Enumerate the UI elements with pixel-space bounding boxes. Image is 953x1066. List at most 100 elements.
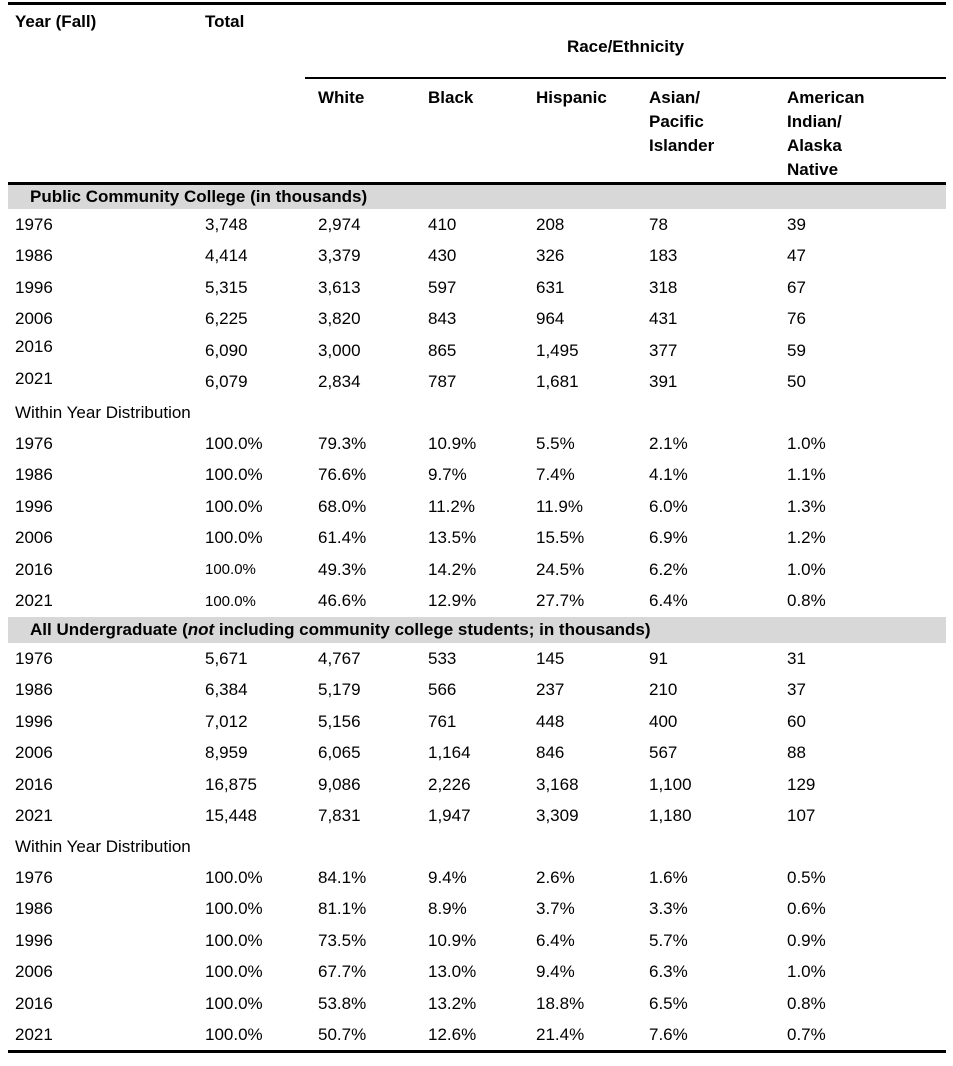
col-header-race-ethnicity-group: Race/Ethnicity <box>305 3 947 79</box>
value-cell: 8,959 <box>205 743 248 763</box>
count-row: 2016 6,090 3,000 865 1,495 377 59 <box>8 335 946 367</box>
count-row: 1986 4,414 3,379 430 326 183 47 <box>8 241 946 273</box>
value-cell: 1.0% <box>787 962 826 982</box>
value-cell: 14.2% <box>428 559 477 579</box>
year-cell: 2016 <box>15 559 53 579</box>
value-cell: 391 <box>649 372 678 392</box>
value-cell: 15.5% <box>536 528 585 548</box>
section-title-italic: not <box>187 620 215 639</box>
year-cell: 2016 <box>15 993 53 1013</box>
value-cell: 318 <box>649 277 678 297</box>
value-cell: 1.2% <box>787 528 826 548</box>
value-cell: 61.4% <box>318 528 367 548</box>
value-cell: 4,767 <box>318 648 361 668</box>
col-header-year: Year (Fall) <box>15 12 97 31</box>
value-cell: 24.5% <box>536 559 585 579</box>
distribution-row: 2016 100.0% 53.8% 13.2% 18.8% 6.5% 0.8% <box>8 988 946 1020</box>
value-cell: 8.9% <box>428 899 467 919</box>
value-cell: 3,748 <box>205 214 248 234</box>
value-cell: 6.5% <box>649 993 688 1013</box>
value-cell: 13.2% <box>428 993 477 1013</box>
value-cell: 76 <box>787 309 806 329</box>
value-cell: 50.7% <box>318 1024 367 1044</box>
count-row: 1976 5,671 4,767 533 145 91 31 <box>8 643 946 675</box>
value-cell: 5.5% <box>536 433 575 453</box>
value-cell: 3,000 <box>318 340 361 360</box>
value-cell: 1.1% <box>787 465 826 485</box>
value-cell: 1.0% <box>787 559 826 579</box>
col-header-hispanic: Hispanic <box>536 87 607 107</box>
value-cell: 129 <box>787 774 816 794</box>
value-cell: 210 <box>649 680 678 700</box>
distribution-row: 2016 100.0% 49.3% 14.2% 24.5% 6.2% 1.0% <box>8 554 946 586</box>
value-cell: 49.3% <box>318 559 367 579</box>
year-cell: 1976 <box>15 648 53 668</box>
value-cell: 448 <box>536 711 565 731</box>
value-cell: 107 <box>787 806 816 826</box>
count-row: 1996 5,315 3,613 597 631 318 67 <box>8 272 946 304</box>
year-cell: 2006 <box>15 962 53 982</box>
value-cell: 9.4% <box>428 867 467 887</box>
value-cell: 7.6% <box>649 1024 688 1044</box>
value-cell: 9.7% <box>428 465 467 485</box>
value-cell: 0.9% <box>787 930 826 950</box>
value-cell: 4,414 <box>205 246 248 266</box>
value-cell: 5,315 <box>205 277 248 297</box>
value-cell: 21.4% <box>536 1024 585 1044</box>
distribution-row: 1996 100.0% 68.0% 11.2% 11.9% 6.0% 1.3% <box>8 491 946 523</box>
value-cell: 964 <box>536 309 565 329</box>
value-cell: 53.8% <box>318 993 367 1013</box>
value-cell: 6.4% <box>536 930 575 950</box>
value-cell: 410 <box>428 214 457 234</box>
value-cell: 6,079 <box>205 372 248 392</box>
value-cell: 6,225 <box>205 309 248 329</box>
value-cell: 13.5% <box>428 528 477 548</box>
value-cell: 533 <box>428 648 457 668</box>
value-cell: 1,681 <box>536 372 579 392</box>
distribution-row: 1986 100.0% 76.6% 9.7% 7.4% 4.1% 1.1% <box>8 460 946 492</box>
value-cell: 4.1% <box>649 465 688 485</box>
value-cell: 631 <box>536 277 565 297</box>
value-cell: 0.6% <box>787 899 826 919</box>
distribution-row: 1986 100.0% 81.1% 8.9% 3.7% 3.3% 0.6% <box>8 894 946 926</box>
distribution-row: 2021 100.0% 50.7% 12.6% 21.4% 7.6% 0.7% <box>8 1020 946 1052</box>
distribution-label-row: Within Year Distribution <box>8 398 946 428</box>
value-cell: 100.0% <box>205 962 263 982</box>
value-cell: 843 <box>428 309 457 329</box>
value-cell: 431 <box>649 309 678 329</box>
value-cell: 100.0% <box>205 496 263 516</box>
value-cell: 3,309 <box>536 806 579 826</box>
year-cell: 1996 <box>15 277 53 297</box>
value-cell: 0.5% <box>787 867 826 887</box>
value-cell: 7,012 <box>205 711 248 731</box>
count-row: 2016 16,875 9,086 2,226 3,168 1,100 129 <box>8 769 946 801</box>
value-cell: 67 <box>787 277 806 297</box>
year-cell: 1986 <box>15 246 53 266</box>
value-cell: 100.0% <box>205 465 263 485</box>
value-cell: 100.0% <box>205 867 263 887</box>
value-cell: 81.1% <box>318 899 367 919</box>
value-cell: 31 <box>787 648 806 668</box>
count-row: 1986 6,384 5,179 566 237 210 37 <box>8 675 946 707</box>
section-title: Public Community College (in thousands) <box>8 183 947 209</box>
value-cell: 1,180 <box>649 806 692 826</box>
value-cell: 761 <box>428 711 457 731</box>
value-cell: 2,226 <box>428 774 471 794</box>
value-cell: 100.0% <box>205 528 263 548</box>
value-cell: 9,086 <box>318 774 361 794</box>
table-body: Public Community College (in thousands) 1… <box>8 183 947 1052</box>
value-cell: 6,065 <box>318 743 361 763</box>
value-cell: 76.6% <box>318 465 367 485</box>
count-row: 2006 6,225 3,820 843 964 431 76 <box>8 304 946 336</box>
value-cell: 10.9% <box>428 930 477 950</box>
value-cell: 1.3% <box>787 496 826 516</box>
value-cell: 5,156 <box>318 711 361 731</box>
value-cell: 597 <box>428 277 457 297</box>
value-cell: 2,834 <box>318 372 361 392</box>
section-header-row: All Undergraduate (not including communi… <box>8 617 947 643</box>
value-cell: 1,100 <box>649 774 692 794</box>
count-row: 2021 15,448 7,831 1,947 3,309 1,180 107 <box>8 801 946 833</box>
value-cell: 430 <box>428 246 457 266</box>
count-row: 1996 7,012 5,156 761 448 400 60 <box>8 706 946 738</box>
value-cell: 2.6% <box>536 867 575 887</box>
